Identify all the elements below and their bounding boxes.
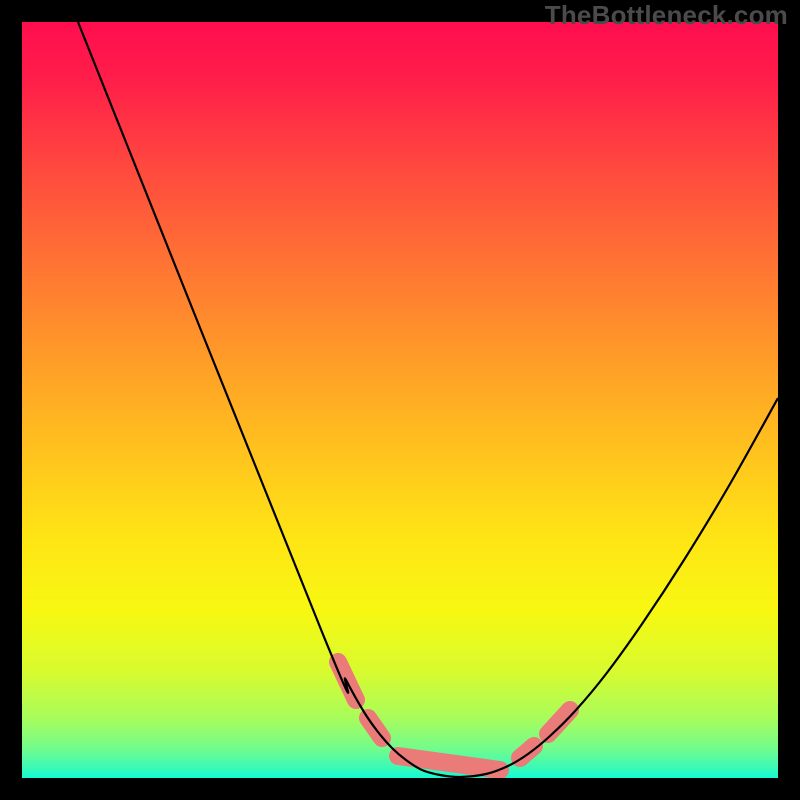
bottleneck-curve: [22, 22, 778, 778]
watermark-text: TheBottleneck.com: [545, 0, 788, 31]
bottleneck-v-curve: [78, 22, 778, 777]
chart-plot-area: [22, 22, 778, 778]
